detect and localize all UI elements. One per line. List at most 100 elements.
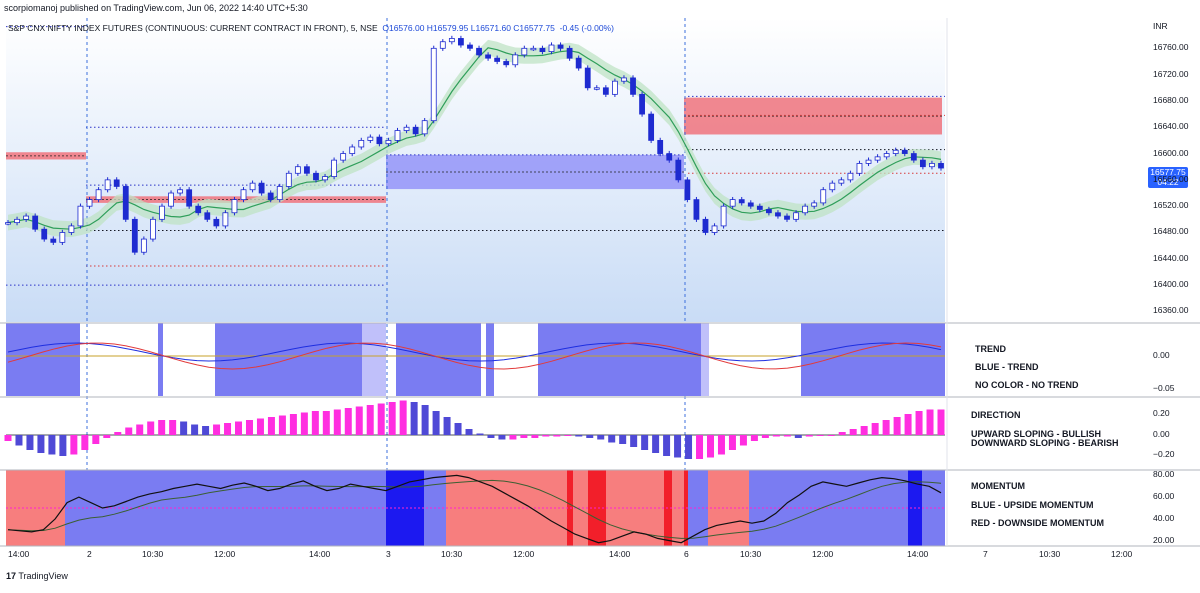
candle-body-32: [294, 166, 301, 174]
legend-3-0: MOMENTUM: [971, 481, 1025, 491]
candle-body-76: [693, 199, 700, 220]
direction-bar-76: [838, 432, 846, 435]
candle-body-36: [331, 159, 337, 177]
candle-body-8: [77, 205, 84, 227]
time-axis-label-3: 12:00: [214, 549, 236, 559]
candle-body-17: [159, 205, 165, 220]
direction-bar-16: [180, 421, 188, 435]
price-axis-label-7: 16480.00: [1153, 226, 1189, 237]
legend-3-1: BLUE - UPSIDE MOMENTUM: [971, 500, 1094, 510]
candle-body-26: [240, 189, 247, 201]
direction-bar-67: [739, 435, 747, 446]
direction-bar-33: [366, 405, 374, 435]
direction-bar-47: [520, 435, 528, 438]
candle-body-16: [150, 218, 156, 240]
direction-bar-70: [772, 435, 780, 437]
direction-bar-11: [125, 427, 133, 435]
direction-bar-83: [915, 411, 923, 435]
direction-bar-39: [432, 411, 440, 435]
candle-body-15: [140, 238, 147, 253]
candle-body-93: [847, 172, 854, 181]
direction-bar-23: [256, 418, 264, 435]
direction-bar-55: [608, 435, 616, 443]
candle-body-12: [113, 179, 120, 187]
price-change: -0.45 (-0.00%): [559, 23, 614, 33]
tradingview-logo: 17 TradingView: [6, 571, 68, 581]
direction-bar-72: [794, 435, 802, 438]
direction-bar-29: [322, 411, 330, 435]
momentum-axis-label-1: 60.00: [1153, 491, 1175, 502]
momentum-block-14: [749, 470, 908, 546]
direction-bar-38: [421, 405, 429, 435]
candle-body-54: [494, 57, 501, 62]
direction-bar-68: [750, 435, 758, 441]
price-axis-label-1: 16720.00: [1153, 68, 1189, 79]
candle-body-66: [602, 87, 609, 95]
candle-body-81: [738, 199, 745, 204]
direction-bar-45: [498, 435, 506, 440]
time-axis-label-8: 14:00: [609, 549, 631, 559]
time-axis-label-12: 14:00: [907, 549, 929, 559]
direction-bar-18: [202, 426, 210, 435]
candle-body-40: [367, 136, 374, 141]
candle-body-20: [186, 189, 193, 207]
direction-bar-19: [213, 424, 221, 435]
candle-body-98: [892, 149, 899, 154]
candle-body-101: [919, 159, 926, 168]
candle-body-46: [421, 120, 428, 135]
momentum-axis-label-0: 80.00: [1153, 469, 1175, 480]
candle-body-27: [249, 182, 256, 191]
candle-body-28: [258, 182, 265, 194]
candle-body-95: [865, 159, 872, 164]
direction-bar-57: [630, 435, 638, 447]
trend-slow-line: [7, 342, 942, 370]
direction-bar-79: [871, 423, 879, 435]
direction-bar-25: [278, 415, 286, 435]
direction-bar-27: [300, 412, 308, 435]
direction-bar-26: [289, 414, 297, 435]
candle-body-21: [195, 205, 202, 214]
direction-bar-28: [311, 411, 319, 435]
candle-body-96: [874, 156, 881, 161]
direction-bar-17: [191, 424, 199, 435]
candle-body-53: [485, 54, 491, 59]
direction-bar-8: [92, 435, 100, 444]
momentum-block-7: [588, 470, 606, 546]
trend-axis-label-0: 0.00: [1153, 350, 1170, 360]
direction-bar-78: [860, 426, 868, 435]
time-axis-label-5: 3: [386, 549, 391, 559]
direction-bar-13: [147, 421, 155, 435]
candle-body-22: [204, 212, 211, 220]
candle-body-91: [829, 182, 836, 191]
candle-body-1: [14, 218, 20, 224]
direction-bar-24: [267, 417, 275, 435]
direction-bar-31: [344, 408, 352, 435]
candle-body-80: [729, 199, 736, 207]
direction-bar-2: [26, 435, 34, 450]
candle-body-103: [938, 163, 944, 169]
publisher-line: scorpiomanoj published on TradingView.co…: [4, 3, 308, 13]
price-axis-label-8: 16440.00: [1153, 252, 1189, 263]
momentum-block-16: [922, 470, 945, 546]
candle-body-60: [548, 44, 555, 52]
candle-body-33: [304, 166, 310, 174]
trend-block-7: [701, 323, 709, 396]
candle-body-50: [458, 38, 464, 46]
candle-body-78: [711, 225, 718, 233]
candle-body-69: [630, 77, 636, 95]
candle-body-100: [910, 153, 917, 161]
direction-bar-84: [926, 409, 934, 435]
candle-body-13: [122, 186, 129, 220]
candle-body-47: [430, 47, 437, 122]
candle-body-43: [394, 130, 401, 141]
candle-body-29: [267, 192, 274, 200]
momentum-block-2: [386, 470, 424, 546]
time-axis-label-6: 10:30: [441, 549, 463, 559]
candle-body-87: [793, 212, 799, 220]
candle-body-70: [639, 93, 645, 115]
candle-body-35: [322, 176, 328, 181]
candle-body-41: [376, 136, 383, 145]
candle-body-3: [32, 215, 39, 230]
candle-body-65: [593, 87, 600, 90]
